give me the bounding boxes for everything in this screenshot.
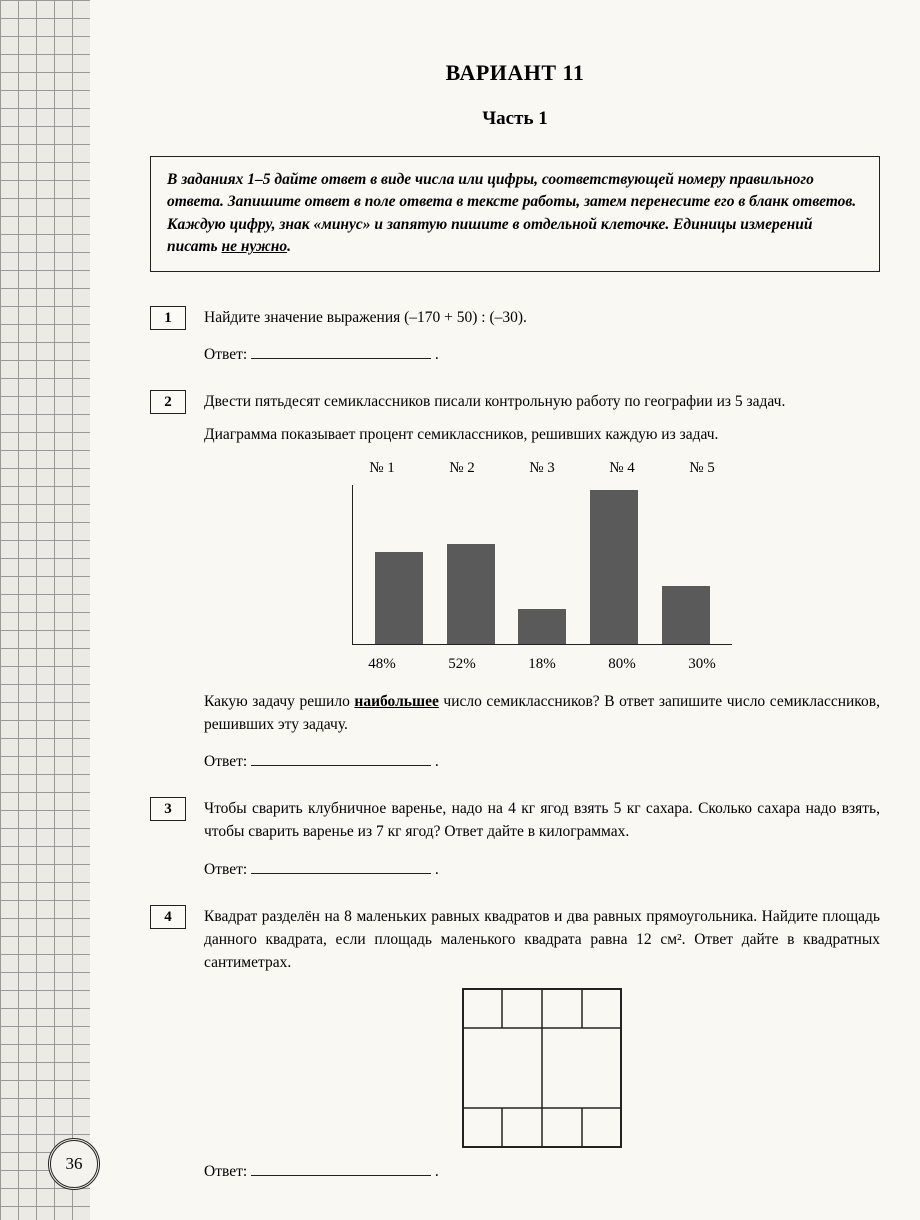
grid-strip	[0, 0, 90, 1220]
chart-label: № 1	[357, 457, 407, 480]
chart-bar	[375, 552, 423, 644]
task-number: 1	[150, 306, 186, 330]
chart-top-labels: № 1 № 2 № 3 № 4 № 5	[204, 457, 880, 480]
answer-line: Ответ: .	[204, 345, 880, 364]
chart-label: 30%	[677, 653, 727, 676]
chart-bar	[662, 586, 710, 644]
bar-chart: № 1 № 2 № 3 № 4 № 5 48% 52% 18% 80% 30%	[204, 457, 880, 676]
part-title: Часть 1	[150, 108, 880, 130]
task-2: 2 Двести пятьдесят семиклассников писали…	[150, 390, 880, 771]
chart-label: № 2	[437, 457, 487, 480]
chart-label: № 5	[677, 457, 727, 480]
variant-title: ВАРИАНТ 11	[150, 60, 880, 86]
chart-label: 80%	[597, 653, 647, 676]
task-text: Двести пятьдесят семиклассников писали к…	[204, 390, 880, 413]
task-number: 2	[150, 390, 186, 414]
task-text: Диаграмма показывает процент семиклассни…	[204, 423, 880, 446]
chart-bar	[590, 490, 638, 644]
instructions-underline: не нужно	[222, 238, 288, 255]
chart-area	[352, 485, 732, 645]
answer-blank[interactable]	[251, 345, 431, 359]
chart-label: № 3	[517, 457, 567, 480]
answer-label: Ответ:	[204, 861, 247, 878]
answer-line: Ответ: .	[204, 1162, 880, 1181]
page: ВАРИАНТ 11 Часть 1 В заданиях 1–5 дайте …	[90, 0, 920, 1220]
answer-blank[interactable]	[251, 860, 431, 874]
chart-bar	[447, 544, 495, 644]
answer-label: Ответ:	[204, 346, 247, 363]
instructions-box: В заданиях 1–5 дайте ответ в виде числа …	[150, 156, 880, 272]
task-text: Какую задачу решило наибольшее число сем…	[204, 690, 880, 737]
page-number: 36	[48, 1138, 100, 1190]
task-4: 4 Квадрат разделён на 8 маленьких равных…	[150, 905, 880, 1182]
square-figure	[462, 988, 622, 1148]
task-3: 3 Чтобы сварить клубничное варенье, надо…	[150, 797, 880, 879]
task-text: Квадрат разделён на 8 маленьких равных к…	[204, 905, 880, 975]
chart-label: № 4	[597, 457, 647, 480]
task-1: 1 Найдите значение выражения (–170 + 50)…	[150, 306, 880, 364]
answer-blank[interactable]	[251, 752, 431, 766]
chart-bottom-labels: 48% 52% 18% 80% 30%	[204, 653, 880, 676]
answer-blank[interactable]	[251, 1162, 431, 1176]
chart-label: 52%	[437, 653, 487, 676]
answer-label: Ответ:	[204, 753, 247, 770]
answer-line: Ответ: .	[204, 860, 880, 879]
chart-label: 48%	[357, 653, 407, 676]
chart-bar	[518, 609, 566, 644]
answer-line: Ответ: .	[204, 752, 880, 771]
task-number: 4	[150, 905, 186, 929]
answer-label: Ответ:	[204, 1163, 247, 1180]
task-number: 3	[150, 797, 186, 821]
task-text: Найдите значение выражения (–170 + 50) :…	[204, 306, 880, 329]
chart-label: 18%	[517, 653, 567, 676]
task-text: Чтобы сварить клубничное варенье, надо н…	[204, 797, 880, 844]
